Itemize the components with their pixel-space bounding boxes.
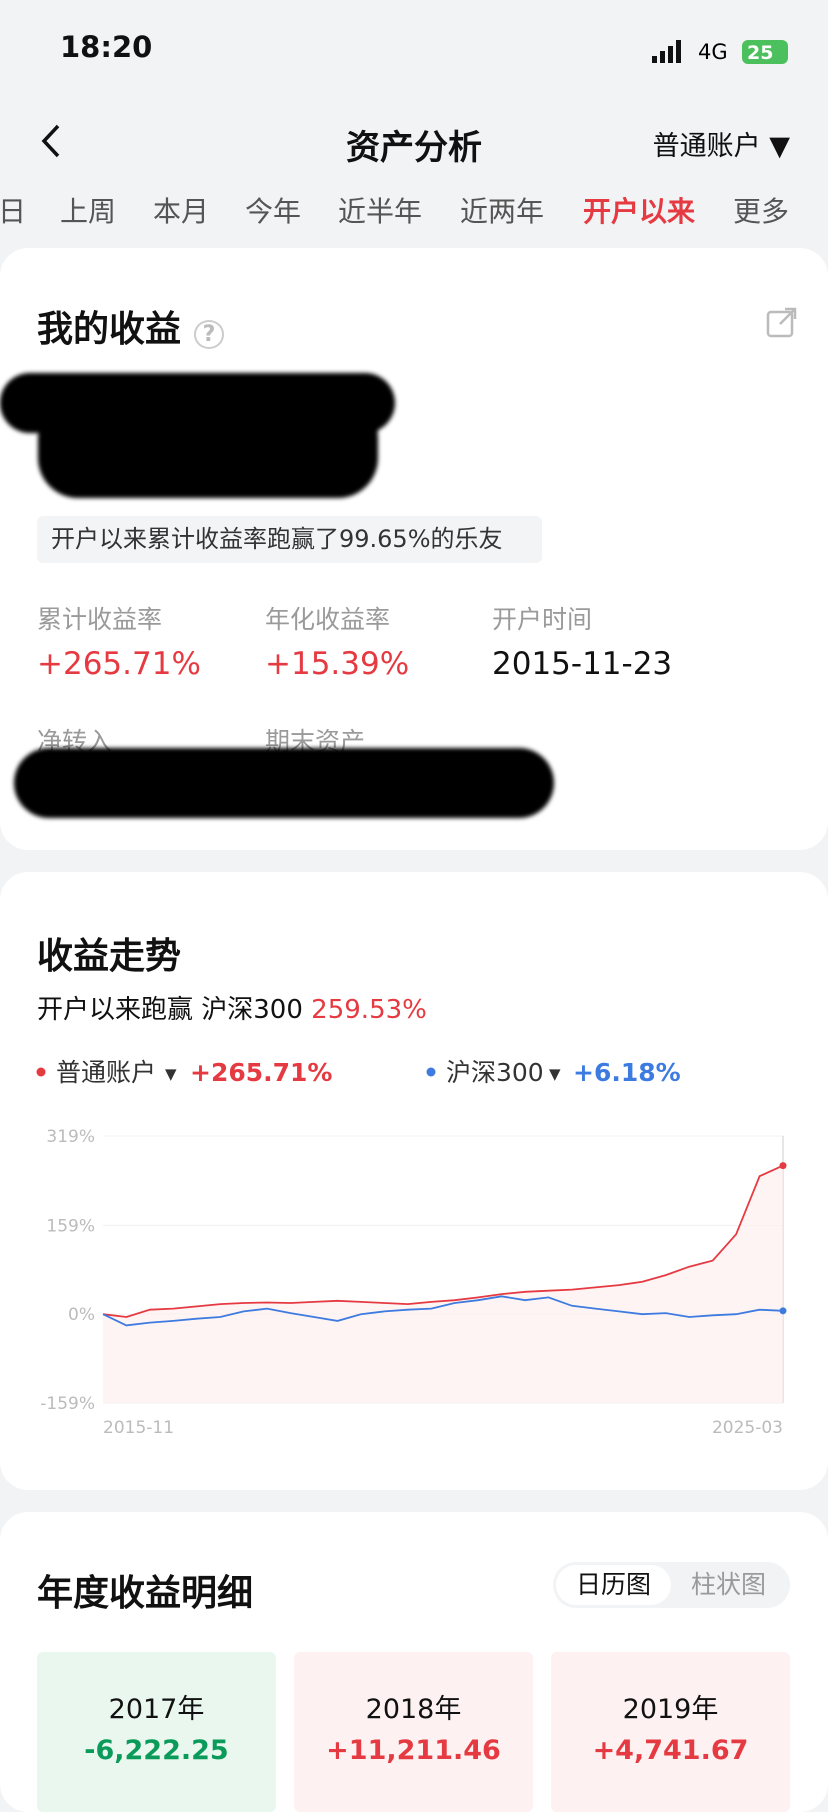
page-title: 资产分析: [346, 128, 482, 168]
end-dot: [779, 1162, 787, 1170]
year-amount: +4,741.67: [592, 1735, 749, 1766]
account-name: 普通账户: [652, 131, 761, 162]
stat-value: +265.71%: [37, 646, 201, 682]
tab[interactable]: 近两年: [459, 195, 544, 228]
card-title: 我的收益 ?: [37, 300, 225, 352]
trend-chart: 普通账户 ▼ +265.71% 沪深300 ▼ +6.18% -159% 0% 159% 319%…: [36, 1058, 787, 1438]
series-line: [102, 1164, 784, 1318]
compare-value: 259.53%: [311, 995, 427, 1025]
card-title: 收益走势: [37, 936, 182, 977]
tab[interactable]: 近半年: [337, 195, 422, 228]
yearly-card: 年度收益明细 日历图 柱状图 2017年 -6,222.25 2018年 +11,21…: [0, 1512, 828, 1812]
beat-banner: 开户以来累计收益率跑赢了99.65%的乐友: [37, 516, 542, 563]
earnings-card: 我的收益 ? 开户以来累计收益率跑赢了99.65%的乐友 累计收益率 +265.7…: [0, 248, 828, 850]
tab[interactable]: 本月: [152, 195, 209, 228]
stat-value: 2015-11-23: [492, 646, 673, 682]
legend-return: +265.71%: [190, 1058, 332, 1087]
legend-dot: [426, 1067, 436, 1077]
stat-label: 开户时间: [492, 605, 593, 634]
network: 4G: [698, 40, 728, 64]
card-title: 年度收益明细: [37, 1573, 254, 1614]
battery: 25: [747, 42, 773, 64]
tab[interactable]: 今年: [244, 195, 301, 228]
end-dot: [779, 1307, 787, 1315]
year-label: 2018年: [365, 1694, 462, 1725]
legend-dot: [36, 1067, 46, 1077]
stat-label: 累计收益率: [37, 605, 163, 634]
legend-caret: ▼: [549, 1065, 561, 1083]
legend-caret: ▼: [165, 1065, 177, 1083]
stat-value: +15.39%: [265, 646, 410, 682]
tab[interactable]: 上周: [59, 195, 116, 228]
tab[interactable]: 更多: [732, 195, 789, 228]
back-button[interactable]: [36, 122, 66, 160]
year-cell: 2018年 +11,211.46: [294, 1652, 533, 1812]
year-amount: +11,211.46: [326, 1735, 501, 1766]
legend-return: +6.18%: [573, 1058, 681, 1087]
legend-label: 沪深300: [446, 1058, 544, 1087]
share-icon[interactable]: [766, 306, 798, 338]
y-tick-label: 0%: [68, 1305, 95, 1325]
year-cell: 2019年 +4,741.67: [551, 1652, 790, 1812]
stat-label: 年化收益率: [265, 605, 391, 634]
y-tick-label: 319%: [46, 1127, 95, 1147]
year-label: 2019年: [622, 1694, 719, 1725]
status-icons: 4G 25: [652, 40, 788, 64]
compare-label: 开户以来跑赢 沪深300: [37, 995, 303, 1025]
y-tick-label: 159%: [46, 1216, 95, 1236]
area-fill: [103, 1165, 783, 1403]
year-amount: -6,222.25: [84, 1735, 229, 1766]
x-tick-label: 2015-11: [103, 1418, 174, 1438]
year-cell: 2017年 -6,222.25: [37, 1652, 276, 1812]
toggle-option[interactable]: 日历图: [556, 1565, 671, 1605]
title-text: 我的收益: [37, 309, 182, 350]
y-tick-label: -159%: [40, 1394, 95, 1414]
year-label: 2017年: [108, 1694, 205, 1725]
tab[interactable]: 开户以来: [582, 195, 695, 228]
legend-label: 普通账户: [56, 1058, 156, 1087]
compare-text: 开户以来跑赢 沪深300 259.53%: [37, 989, 427, 1026]
view-toggle: 日历图 柱状图: [553, 1562, 790, 1608]
tab[interactable]: 日: [0, 195, 26, 228]
toggle-option[interactable]: 柱状图: [690, 1570, 766, 1599]
series-line: [102, 1295, 784, 1327]
x-tick-label: 2025-03: [712, 1418, 783, 1438]
status-time: 18:20: [60, 30, 153, 64]
account-select[interactable]: 普通账户 ▼: [652, 131, 790, 162]
